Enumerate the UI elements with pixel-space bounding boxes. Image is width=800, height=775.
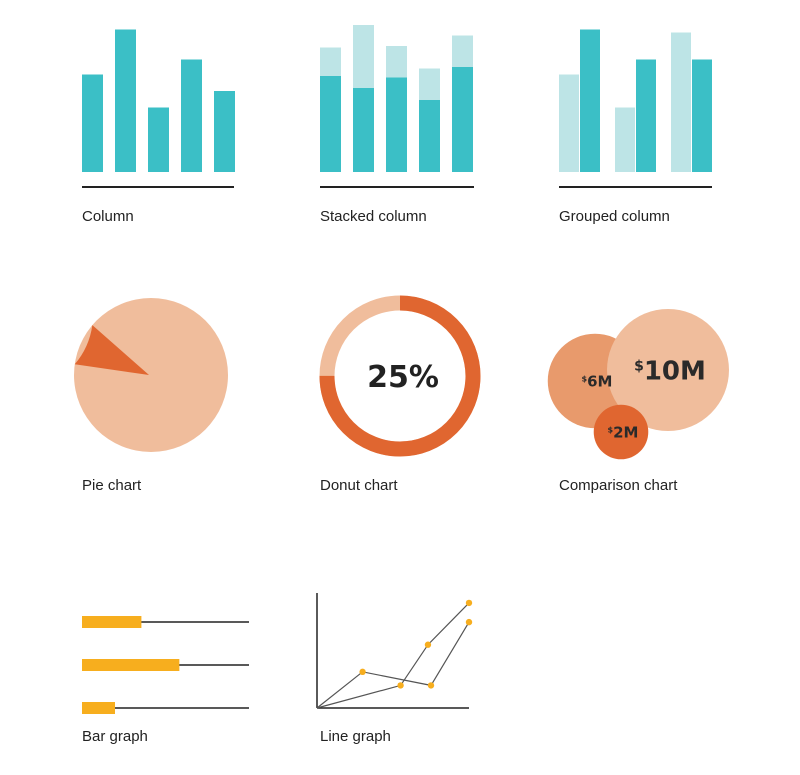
bar-graph-bar-3: [82, 702, 115, 714]
line-graph-point-2-2: [424, 641, 432, 648]
bar-graph-bar-2: [82, 659, 180, 671]
line-graph-series-2: [316, 602, 470, 709]
stacked-bar-upper-2: [353, 25, 374, 88]
line-graph-point-2-3: [465, 599, 473, 607]
stacked-bar-upper-3: [386, 46, 407, 78]
stacked-bar-lower-4: [419, 100, 440, 172]
bubble-6m-label: $6M: [582, 372, 613, 390]
grouped-bar-b-3: [692, 59, 712, 172]
caption-pie: Pie chart: [82, 477, 142, 494]
stacked-bar-lower-2: [353, 88, 374, 172]
grouped-bar-b-2: [636, 59, 656, 172]
column-bar-1: [82, 74, 103, 172]
pie-slice-small: [74, 325, 149, 375]
pie-slice-large: [74, 298, 228, 452]
bubble-10m: [607, 309, 729, 431]
stacked-bar-lower-5: [452, 67, 473, 172]
caption-comparison: Comparison chart: [559, 477, 678, 494]
donut-center-label: 25%: [367, 360, 439, 395]
bubble-2m-label: $2M: [608, 423, 639, 441]
caption-donut: Donut chart: [320, 477, 398, 494]
stacked-bar-upper-1: [320, 47, 341, 76]
grouped-bar-a-3: [671, 32, 691, 172]
caption-stacked: Stacked column: [320, 208, 427, 225]
column-bar-3: [148, 107, 169, 172]
donut-arc: [319, 295, 481, 457]
grouped-bar-a-2: [615, 107, 635, 172]
grouped-bar-b-1: [580, 29, 600, 172]
line-graph-point-1-1: [359, 668, 366, 676]
stacked-bar-lower-1: [320, 76, 341, 172]
column-bar-4: [181, 59, 202, 172]
column-bar-5: [214, 91, 235, 172]
line-graph-series-1: [316, 621, 470, 709]
caption-grouped: Grouped column: [559, 208, 670, 225]
line-graph-point-1-2: [427, 682, 435, 689]
grouped-bar-a-1: [559, 74, 579, 172]
line-graph-point-1-3: [465, 618, 473, 626]
column-bar-2: [115, 29, 136, 172]
bar-graph-bar-1: [82, 616, 142, 628]
caption-bar: Bar graph: [82, 728, 148, 745]
stacked-bar-lower-3: [386, 77, 407, 172]
stacked-bar-upper-4: [419, 68, 440, 100]
caption-line: Line graph: [320, 728, 391, 745]
caption-column: Column: [82, 208, 134, 225]
bubble-2m: [593, 404, 649, 460]
stacked-bar-upper-5: [452, 35, 473, 67]
bubble-10m-label: $10M: [634, 356, 706, 386]
line-graph-point-2-1: [397, 682, 404, 689]
